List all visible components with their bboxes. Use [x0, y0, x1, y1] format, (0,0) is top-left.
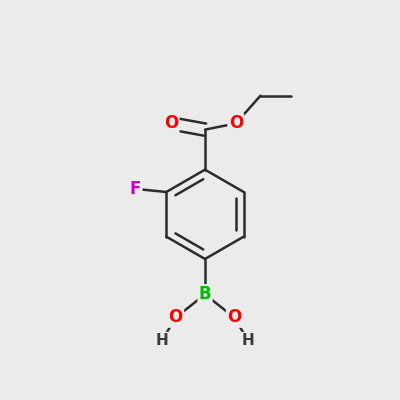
Text: O: O [229, 114, 243, 132]
Text: H: H [156, 333, 168, 348]
Text: O: O [227, 308, 241, 326]
Text: F: F [130, 180, 141, 198]
Text: O: O [164, 114, 178, 132]
Text: O: O [169, 308, 183, 326]
Text: B: B [199, 285, 211, 303]
Text: H: H [242, 333, 254, 348]
